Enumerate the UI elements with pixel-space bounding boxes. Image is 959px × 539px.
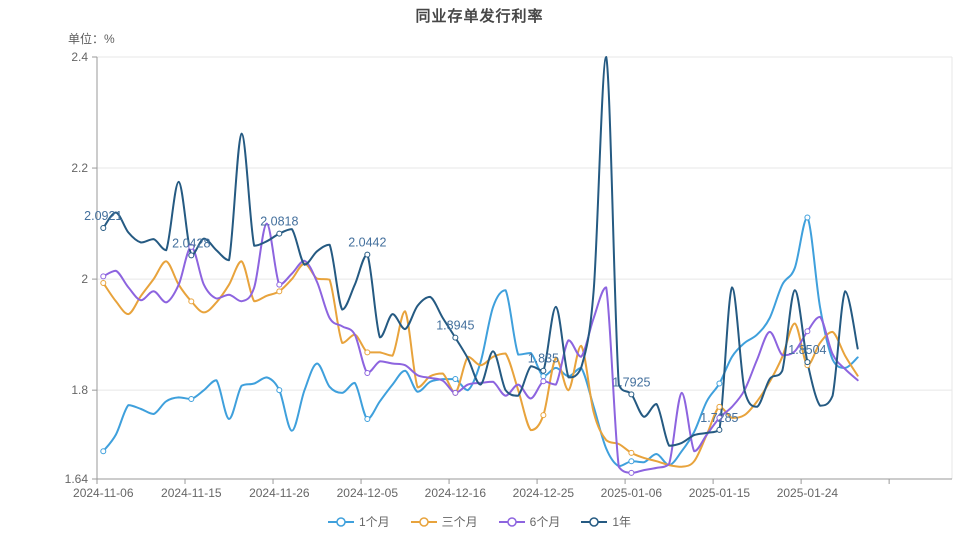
legend-item-3m[interactable]: 三个月: [410, 513, 478, 530]
svg-text:2: 2: [81, 272, 88, 286]
svg-text:2024-12-25: 2024-12-25: [513, 486, 575, 500]
chart-title: 同业存单发行利率: [415, 8, 544, 25]
svg-text:2024-12-16: 2024-12-16: [425, 486, 487, 500]
svg-text:2025-01-24: 2025-01-24: [777, 486, 839, 500]
legend-label: 三个月: [441, 515, 478, 529]
svg-text:2024-11-26: 2024-11-26: [249, 486, 310, 500]
line-series-icon: [327, 516, 354, 527]
svg-text:1.7925: 1.7925: [612, 375, 650, 389]
chart-legend: 1个月 三个月 6个月 1年: [0, 513, 959, 530]
y-axis-unit-label: 单位：%: [68, 32, 115, 46]
svg-text:1.835: 1.835: [528, 352, 559, 366]
svg-text:2.0921: 2.0921: [84, 209, 122, 223]
legend-item-1y[interactable]: 1年: [581, 513, 631, 530]
line-series-icon: [410, 516, 437, 527]
svg-text:2.2: 2.2: [71, 161, 88, 175]
svg-text:1.8945: 1.8945: [436, 319, 474, 333]
svg-text:1.8504: 1.8504: [788, 343, 826, 357]
svg-text:2025-01-06: 2025-01-06: [601, 486, 663, 500]
svg-text:1.8: 1.8: [71, 383, 88, 397]
svg-text:2024-12-05: 2024-12-05: [337, 486, 399, 500]
legend-label: 1年: [612, 515, 632, 529]
svg-text:2.0442: 2.0442: [348, 236, 386, 250]
svg-text:1.64: 1.64: [65, 472, 89, 486]
legend-item-1m[interactable]: 1个月: [327, 513, 390, 530]
legend-label: 1个月: [358, 515, 390, 529]
line-series-icon: [498, 516, 525, 527]
line-series-icon: [581, 516, 608, 527]
svg-text:2024-11-06: 2024-11-06: [73, 486, 134, 500]
svg-text:2.0428: 2.0428: [172, 236, 210, 250]
svg-text:2.0818: 2.0818: [260, 215, 298, 229]
svg-text:2025-01-15: 2025-01-15: [689, 486, 751, 500]
svg-text:1.7285: 1.7285: [700, 411, 738, 425]
svg-text:2.4: 2.4: [71, 50, 88, 64]
legend-item-6m[interactable]: 6个月: [498, 513, 561, 530]
legend-label: 6个月: [529, 515, 561, 529]
svg-text:2024-11-15: 2024-11-15: [161, 486, 222, 500]
